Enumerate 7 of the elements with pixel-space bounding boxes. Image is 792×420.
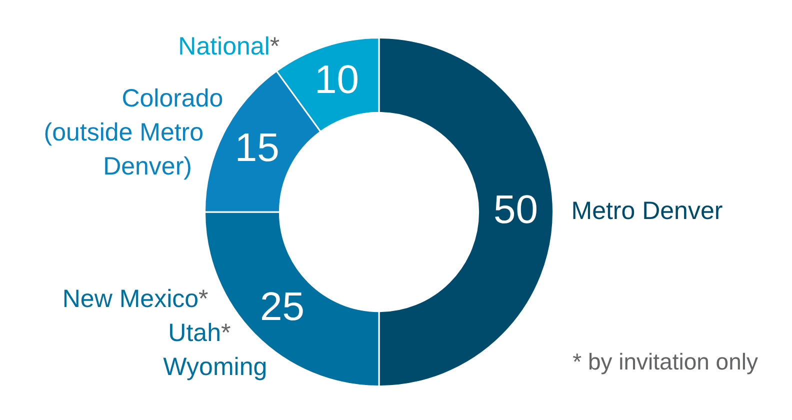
slice-label: National*: [178, 32, 280, 60]
text: * by invitation only: [572, 348, 758, 374]
data-label: 15: [234, 126, 280, 170]
data-label: 50: [494, 188, 538, 232]
data-label: 10: [314, 58, 359, 102]
slice-label: Colorado (outside Metro Denver): [44, 84, 224, 180]
slice-label: Metro Denver: [571, 196, 723, 225]
